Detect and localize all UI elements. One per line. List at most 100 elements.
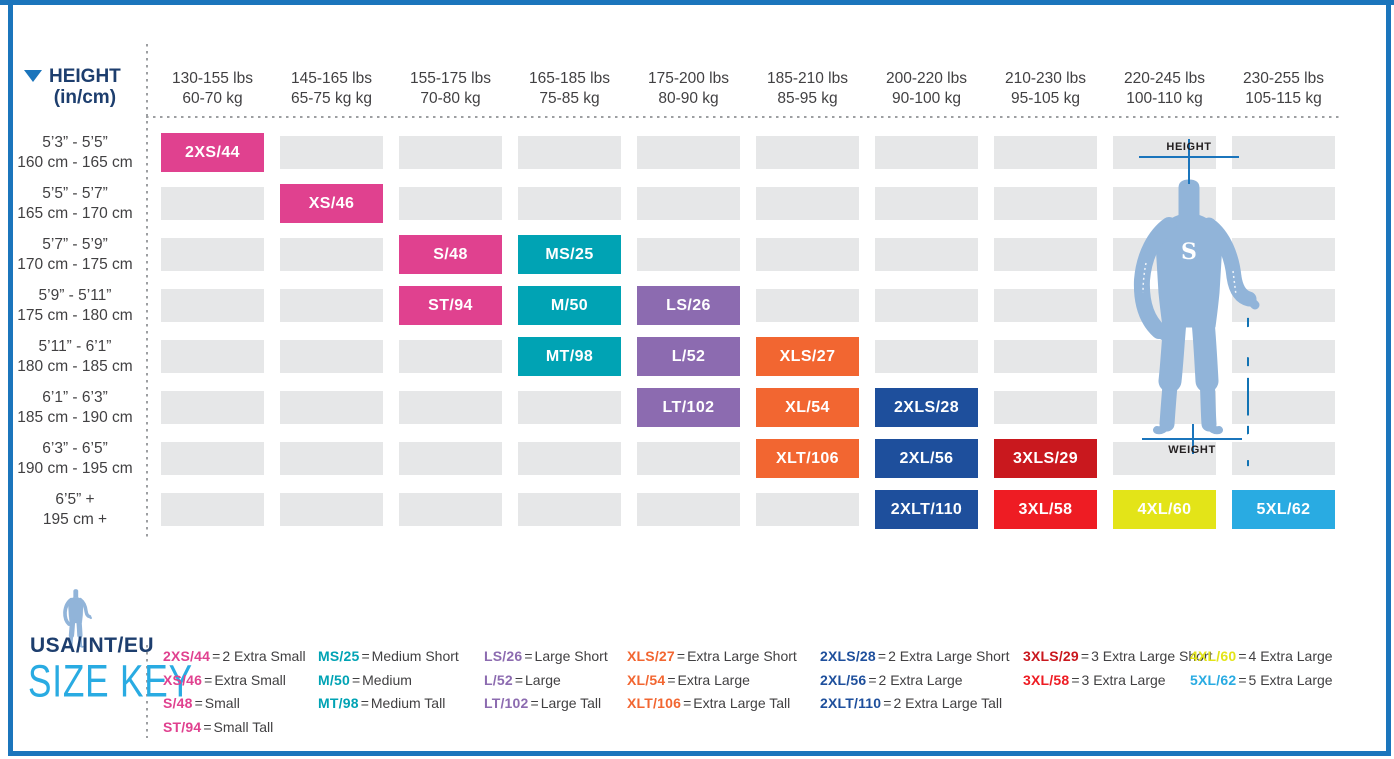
grid-cell-empty bbox=[161, 340, 264, 373]
height-ft-label: 5’3” - 5’5” bbox=[42, 133, 108, 151]
grid-cell-empty bbox=[1113, 442, 1216, 475]
grid-cell-empty bbox=[756, 493, 859, 526]
size-description: 5 Extra Large bbox=[1248, 671, 1333, 688]
equals-sign: = bbox=[667, 671, 676, 688]
height-row-label: 6’1” - 6’3” 185 cm - 190 cm bbox=[0, 387, 150, 428]
size-cell-LT/102: LT/102 bbox=[637, 388, 740, 427]
size-description: 4 Extra Large bbox=[1248, 648, 1333, 664]
size-key-item: 2XL/56 = 2 Extra Large bbox=[820, 672, 963, 688]
grid-cell-empty bbox=[280, 238, 383, 271]
size-code: LS/26 bbox=[484, 648, 523, 664]
grid-cell-empty bbox=[637, 187, 740, 220]
grid-cell-empty bbox=[280, 136, 383, 169]
grid-cell-empty bbox=[518, 442, 621, 475]
grid-cell-empty bbox=[1232, 391, 1335, 424]
weight-column-header: 220-245 lbs 100-110 kg bbox=[1105, 69, 1224, 108]
weight-kg-label: 75-85 kg bbox=[539, 89, 600, 107]
grid-cell-empty bbox=[994, 238, 1097, 271]
weight-kg-label: 95-105 kg bbox=[1011, 89, 1080, 107]
grid-cell-empty bbox=[399, 442, 502, 475]
size-code: XLT/106 bbox=[627, 695, 682, 711]
size-cell-3XL/58: 3XL/58 bbox=[994, 490, 1097, 529]
size-description: Extra Large bbox=[677, 671, 750, 688]
height-ft-label: 6’3” - 6’5” bbox=[42, 439, 108, 457]
height-row-label: 5’7” - 5’9” 170 cm - 175 cm bbox=[0, 234, 150, 275]
weight-column-header: 130-155 lbs 60-70 kg bbox=[153, 69, 272, 108]
size-code: 5XL/62 bbox=[1190, 671, 1237, 688]
size-key-item: 3XLS/29 = 3 Extra Large Short bbox=[1023, 648, 1212, 664]
weight-kg-label: 105-115 kg bbox=[1245, 89, 1322, 107]
size-key-item: XLT/106 = Extra Large Tall bbox=[627, 695, 790, 711]
grid-cell-empty bbox=[161, 289, 264, 322]
weight-kg-label: 80-90 kg bbox=[658, 89, 719, 107]
size-key-item: 2XS/44 = 2 Extra Small bbox=[163, 648, 306, 664]
size-description: Large Short bbox=[534, 648, 608, 664]
size-cell-M/50: M/50 bbox=[518, 286, 621, 325]
grid-cell-empty bbox=[994, 136, 1097, 169]
equals-sign: = bbox=[683, 695, 692, 711]
height-ft-label: 5’5” - 5’7” bbox=[42, 184, 108, 202]
grid-cell-empty bbox=[875, 340, 978, 373]
size-code: XS/46 bbox=[163, 671, 203, 688]
size-code: 2XLS/28 bbox=[820, 648, 876, 664]
weight-lbs-label: 165-185 lbs bbox=[528, 70, 610, 87]
size-description: Extra Large Short bbox=[687, 648, 797, 664]
size-code: 3XL/58 bbox=[1023, 671, 1070, 688]
size-cell-L/52: L/52 bbox=[637, 337, 740, 376]
height-axis-title: HEIGHT bbox=[49, 66, 121, 87]
size-description: Large Tall bbox=[540, 695, 602, 711]
weight-column-header: 200-220 lbs 90-100 kg bbox=[867, 69, 986, 108]
weight-kg-label: 85-95 kg bbox=[777, 89, 838, 107]
size-code: LT/102 bbox=[484, 695, 529, 711]
grid-cell-empty bbox=[280, 289, 383, 322]
size-key-title: SIZE KEY bbox=[28, 656, 193, 707]
height-cm-label: 170 cm - 175 cm bbox=[17, 255, 133, 273]
size-description: 3 Extra Large bbox=[1081, 671, 1166, 688]
grid-cell-empty bbox=[637, 442, 740, 475]
size-description: Small bbox=[204, 695, 240, 711]
weight-lbs-label: 175-200 lbs bbox=[647, 70, 729, 87]
grid-cell-empty bbox=[399, 187, 502, 220]
grid-cell-empty bbox=[756, 289, 859, 322]
size-key-item: 5XL/62 = 5 Extra Large bbox=[1190, 672, 1333, 688]
size-key-item: 2XLT/110 = 2 Extra Large Tall bbox=[820, 695, 1002, 711]
weight-kg-label: 70-80 kg bbox=[420, 89, 481, 107]
grid-cell-empty bbox=[875, 238, 978, 271]
wetsuit-figure: S bbox=[1129, 175, 1264, 435]
grid-cell-empty bbox=[756, 238, 859, 271]
height-ft-label: 5’7” - 5’9” bbox=[42, 235, 108, 253]
size-code: XLS/27 bbox=[627, 648, 675, 664]
size-code: MS/25 bbox=[318, 648, 360, 664]
size-cell-2XLS/28: 2XLS/28 bbox=[875, 388, 978, 427]
height-cm-label: 175 cm - 180 cm bbox=[17, 306, 133, 324]
grid-cell-empty bbox=[1232, 340, 1335, 373]
grid-cell-empty bbox=[637, 238, 740, 271]
weight-lbs-label: 130-155 lbs bbox=[171, 70, 253, 87]
height-row-label: 5’3” - 5’5” 160 cm - 165 cm bbox=[0, 132, 150, 173]
size-cell-5XL/62: 5XL/62 bbox=[1232, 490, 1335, 529]
size-description: Medium Tall bbox=[370, 695, 446, 711]
grid-cell-empty bbox=[994, 289, 1097, 322]
grid-cell-empty bbox=[161, 493, 264, 526]
size-key-item: XS/46 = Extra Small bbox=[163, 672, 286, 688]
size-code: L/52 bbox=[484, 671, 513, 688]
grid-cell-empty bbox=[280, 340, 383, 373]
height-cm-label: 180 cm - 185 cm bbox=[17, 357, 133, 375]
size-description: 3 Extra Large Short bbox=[1091, 648, 1213, 664]
size-code: ST/94 bbox=[163, 718, 202, 735]
grid-cell-empty bbox=[756, 136, 859, 169]
size-cell-XLT/106: XLT/106 bbox=[756, 439, 859, 478]
sizekey-vertical-divider bbox=[146, 645, 148, 738]
size-cell-4XL/60: 4XL/60 bbox=[1113, 490, 1216, 529]
weight-marker-label: WEIGHT bbox=[1168, 444, 1216, 456]
weight-column-header: 165-185 lbs 75-85 kg bbox=[510, 69, 629, 108]
equals-sign: = bbox=[530, 695, 539, 711]
height-ft-label: 6’1” - 6’3” bbox=[42, 388, 108, 406]
height-cm-label: 195 cm + bbox=[42, 510, 108, 528]
size-key-item: MT/98 = Medium Tall bbox=[318, 695, 445, 711]
frame-left bbox=[8, 0, 13, 756]
size-code: MT/98 bbox=[318, 695, 359, 711]
grid-cell-empty bbox=[161, 442, 264, 475]
grid-cell-empty bbox=[399, 136, 502, 169]
